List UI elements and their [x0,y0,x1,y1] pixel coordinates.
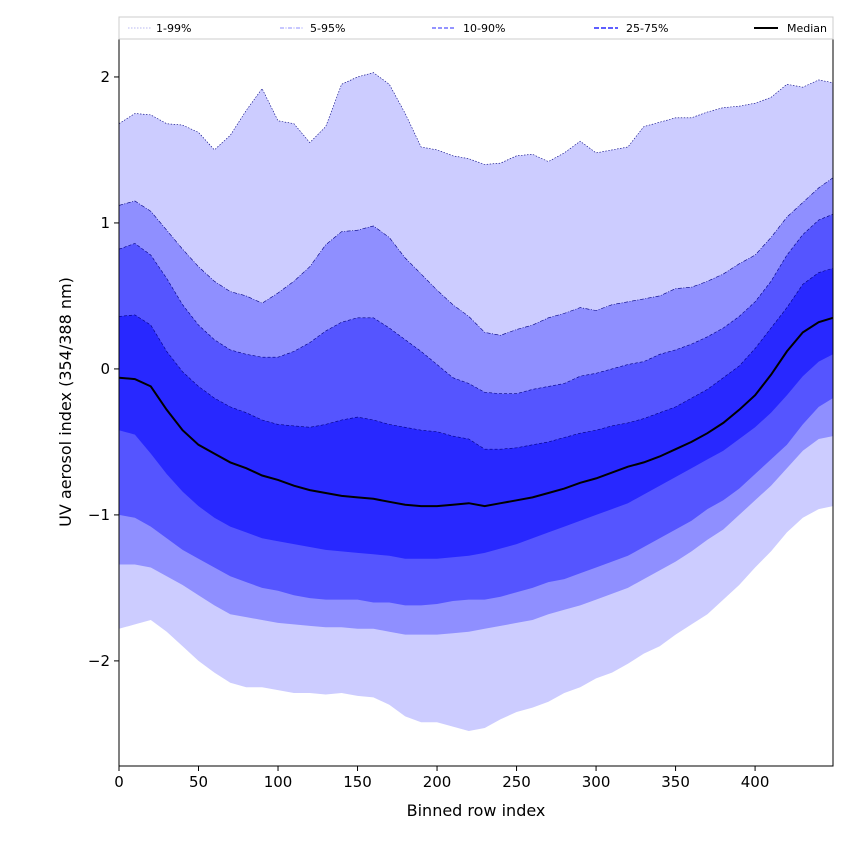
x-tick-label: 300 [582,773,611,791]
y-tick-label: 1 [100,214,110,232]
legend-label-25-75%: 25-75% [626,22,668,35]
median-line [118,316,834,508]
y-tick-label: 0 [100,360,110,378]
y-tick-label: 2 [100,68,110,86]
band-edge-5-95% [118,177,834,336]
y-axis: −2 −1 0 1 2 [88,68,119,670]
x-tick-label: 200 [423,773,452,791]
median-layer [118,316,834,508]
legend-frame [118,16,834,40]
x-tick-label: 250 [502,773,531,791]
x-tick-label: 400 [741,773,770,791]
legend: 1-99% 5-95% 10-90% 25-75% Median [118,16,834,40]
x-tick-label: 0 [114,773,124,791]
legend-label-1-99%: 1-99% [156,22,191,35]
x-tick-label: 350 [661,773,690,791]
x-tick-label: 100 [264,773,293,791]
band-edge-10-90% [118,213,834,394]
legend-label-5-95%: 5-95% [310,22,345,35]
y-tick-label: −2 [88,652,110,670]
y-axis-label: UV aerosol index (354/388 nm) [56,277,75,527]
legend-label-10-90%: 10-90% [463,22,505,35]
x-axis-label: Binned row index [407,801,546,820]
x-tick-label: 50 [189,773,208,791]
legend-label-Median: Median [787,22,827,35]
x-tick-label: 150 [343,773,372,791]
x-axis: 0 50 100 150 200 250 300 350 400 [114,766,769,791]
y-tick-label: −1 [88,506,110,524]
band-edge-25-75% [118,267,834,450]
